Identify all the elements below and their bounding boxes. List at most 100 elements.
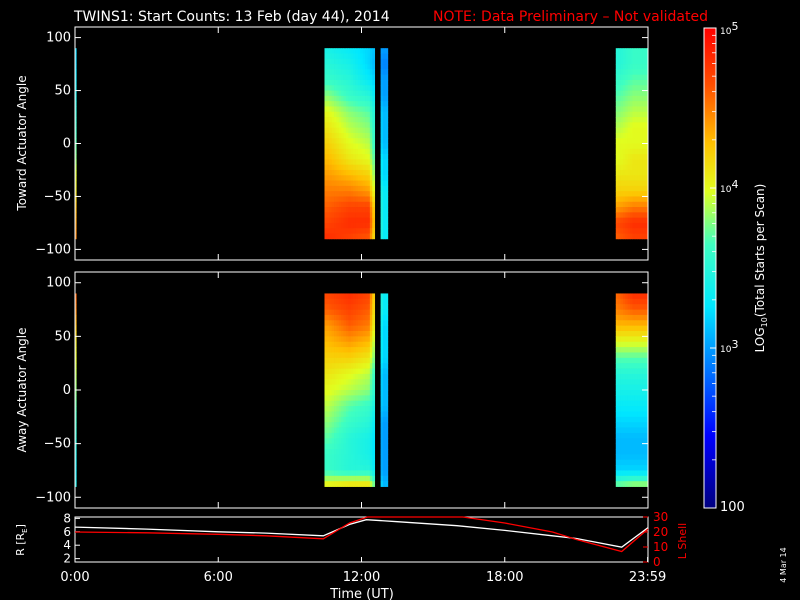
heatmap-cell [343, 138, 347, 144]
heatmap-cell [329, 132, 333, 139]
heatmap-cell [382, 69, 386, 76]
heatmap-cell [372, 148, 376, 155]
heatmap-cell [634, 169, 638, 176]
heatmap-cell [618, 127, 621, 134]
heatmap-cell [341, 101, 344, 107]
heatmap-cell [630, 201, 633, 208]
heatmap-cell [353, 106, 356, 113]
heatmap-cell [615, 368, 619, 375]
heatmap-cell [345, 58, 349, 65]
heatmap-cell [367, 117, 371, 123]
heatmap-cell [644, 180, 648, 187]
heatmap-cell [380, 470, 384, 477]
heatmap-cell [630, 180, 633, 187]
heatmap-cell [630, 132, 633, 139]
heatmap-cell [385, 58, 389, 65]
heatmap-cell [627, 379, 631, 386]
heatmap-cell [355, 201, 359, 208]
heatmap-cell [350, 64, 354, 70]
heatmap-cell [367, 185, 371, 192]
heatmap-cell [350, 443, 354, 450]
heatmap-cell [341, 454, 344, 461]
heatmap-cell [632, 336, 636, 343]
heatmap-cell [353, 331, 356, 337]
heatmap-cell [336, 207, 340, 213]
heatmap-cell [632, 95, 636, 102]
heatmap-cell [385, 352, 389, 359]
heatmap-cell [625, 411, 629, 418]
heatmap-cell [341, 201, 344, 208]
heatmap-cell [355, 228, 359, 234]
heatmap-cell [350, 159, 354, 166]
heatmap-cell [615, 64, 619, 70]
heatmap-cell [365, 379, 368, 386]
heatmap-cell [348, 180, 352, 187]
heatmap-cell [634, 406, 638, 412]
heatmap-cell [627, 411, 631, 418]
heatmap-cell [644, 101, 648, 107]
heatmap-cell [642, 180, 645, 187]
heatmap-cell [630, 443, 633, 450]
heatmap-cell [380, 95, 384, 102]
heatmap-cell [634, 117, 638, 123]
heatmap-cell [326, 443, 330, 450]
heatmap-cell [362, 347, 366, 353]
heatmap-cell [380, 169, 384, 176]
heatmap-cell [637, 416, 641, 423]
heatmap-cell [329, 212, 333, 219]
heatmap-cell [644, 233, 648, 240]
heatmap-cell [331, 106, 335, 113]
heatmap-cell [367, 58, 371, 65]
heatmap-cell [385, 390, 389, 396]
heatmap-cell [615, 314, 619, 321]
heatmap-cell [382, 454, 386, 461]
heatmap-cell [331, 459, 335, 466]
heatmap-cell [326, 449, 330, 455]
heatmap-cell [627, 352, 631, 359]
heatmap-cell [343, 352, 347, 359]
heatmap-cell [369, 148, 373, 155]
heatmap-cell [618, 309, 621, 316]
heatmap-cell [360, 64, 364, 70]
r-axis-label: R [RE] [14, 524, 29, 556]
heatmap-cell [326, 148, 330, 155]
heatmap-cell [331, 416, 335, 423]
heatmap-cell [367, 79, 371, 86]
heatmap-cell [372, 411, 376, 418]
heatmap-cell [341, 459, 344, 466]
heatmap-cell [350, 201, 354, 208]
heatmap-cell [338, 443, 342, 450]
heatmap-cell [372, 363, 376, 369]
heatmap-cell [324, 368, 328, 375]
heatmap-cell [357, 64, 361, 70]
heatmap-cell [353, 95, 356, 102]
heatmap-cell [367, 228, 371, 234]
heatmap-cell [357, 58, 361, 65]
heatmap-cell [369, 180, 373, 187]
heatmap-cell [632, 432, 636, 439]
heatmap-cell [353, 293, 356, 300]
heatmap-cell [642, 69, 645, 76]
heatmap-cell [345, 185, 349, 192]
heatmap-cell [324, 363, 328, 369]
heatmap-cell [369, 212, 373, 219]
heatmap-cell [372, 53, 376, 60]
heatmap-cell [367, 304, 371, 310]
heatmap-cell [324, 336, 328, 343]
heatmap-cell [622, 481, 626, 487]
heatmap-cell [365, 169, 368, 176]
heatmap-cell [343, 185, 347, 192]
heatmap-cell [350, 228, 354, 234]
heatmap-cell [618, 438, 621, 445]
heatmap-cell [618, 132, 621, 139]
heatmap-cell [385, 85, 389, 91]
heatmap-cell [357, 111, 361, 118]
heatmap-cell [362, 228, 366, 234]
heatmap-cell [341, 427, 344, 434]
heatmap-cell [615, 85, 619, 91]
heatmap-cell [329, 164, 333, 171]
heatmap-cell [615, 58, 619, 65]
heatmap-cell [350, 122, 354, 129]
heatmap-cell [642, 325, 645, 332]
heatmap-cell [350, 90, 354, 97]
